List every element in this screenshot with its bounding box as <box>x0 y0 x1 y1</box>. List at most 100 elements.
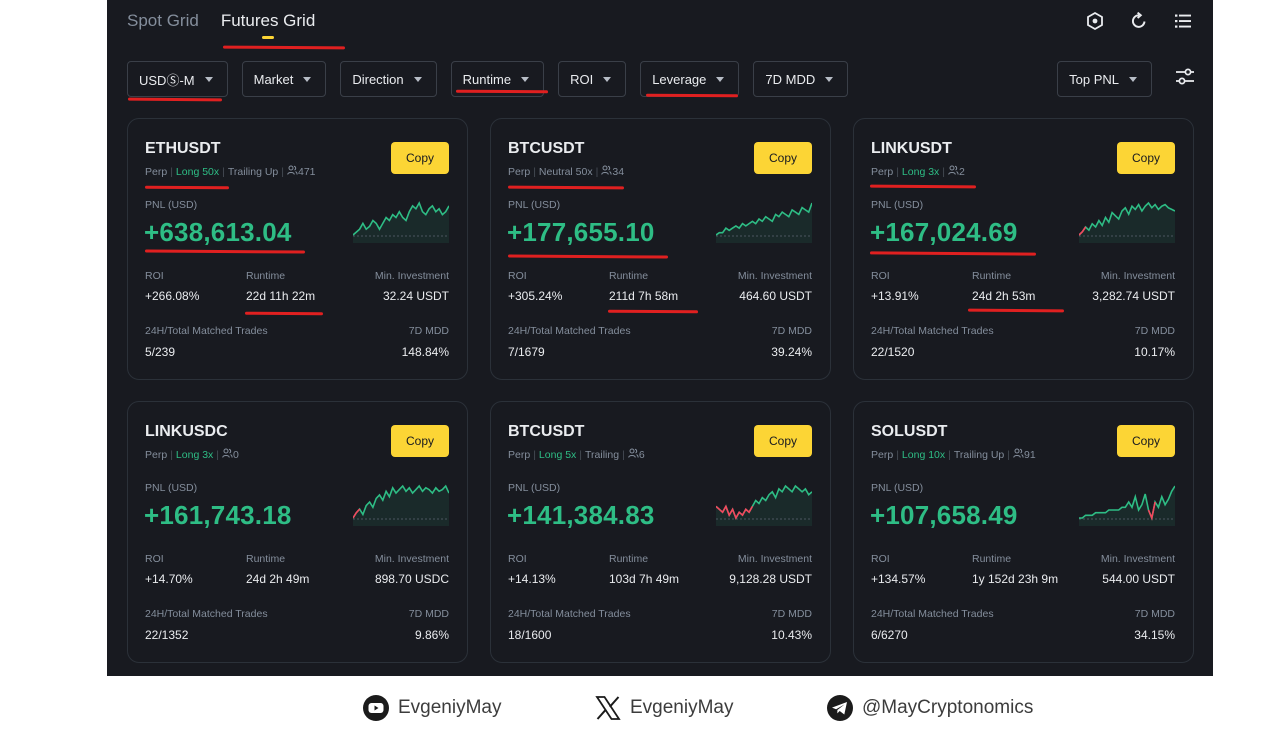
trades-value: 18/1600 <box>508 628 552 642</box>
social-handle: EvgeniyMay <box>630 697 734 718</box>
bot-card-linkusdt[interactable]: LINKUSDT Perp | Long 3x | 2 Copy PNL (USD) +167,… <box>853 118 1194 380</box>
copy-button[interactable]: Copy <box>754 425 812 457</box>
roi-value: +266.08% <box>145 289 200 303</box>
x-logo-icon <box>594 694 622 722</box>
runtime-value: 1y 152d 23h 9m <box>972 572 1059 586</box>
futures-grid-app: Spot Grid Futures Grid USDⓈ-M Market Dir… <box>107 0 1213 676</box>
chevron-down-icon <box>303 76 312 82</box>
runtime-value: 211d 7h 58m <box>609 289 679 303</box>
filter-runtime[interactable]: Runtime <box>450 61 545 97</box>
filter-direction[interactable]: Direction <box>340 61 437 97</box>
min-investment-label: Min. Investment <box>374 270 449 282</box>
tag-extra: Trailing Up <box>953 449 1005 461</box>
copy-button[interactable]: Copy <box>391 425 449 457</box>
filter-label: Leverage <box>652 71 707 87</box>
chevron-down-icon <box>603 76 612 82</box>
filter-7d-mdd[interactable]: 7D MDD <box>753 61 849 97</box>
copiers-icon <box>1013 448 1024 461</box>
social-youtube[interactable]: EvgeniyMay <box>362 694 502 722</box>
pnl-sparkline <box>1079 485 1175 526</box>
tab-spot-grid[interactable]: Spot Grid <box>127 11 199 30</box>
roi-label: ROI <box>508 553 527 565</box>
roi-label: ROI <box>145 553 164 565</box>
mdd-label: 7D MDD <box>408 608 449 620</box>
filter-margin-type[interactable]: USDⓈ-M <box>127 61 228 97</box>
social-telegram[interactable]: @MayCryptonomics <box>826 694 1033 722</box>
copy-button[interactable]: Copy <box>754 142 812 174</box>
annotation-underline <box>645 93 739 98</box>
filter-label: USDⓈ-M <box>139 72 195 88</box>
mdd-label: 7D MDD <box>771 608 812 620</box>
grid-settings-icon[interactable] <box>1083 9 1107 33</box>
telegram-icon <box>826 694 854 722</box>
list-icon[interactable] <box>1171 9 1195 33</box>
min-investment-value: 464.60 USDT <box>739 289 812 303</box>
chevron-down-icon <box>1129 76 1137 82</box>
filter-label: ROI <box>570 71 594 87</box>
chevron-down-icon <box>825 76 834 82</box>
copy-button[interactable]: Copy <box>1117 142 1175 174</box>
tag-type: Perp <box>145 449 168 461</box>
copiers-icon <box>287 165 298 178</box>
copy-button[interactable]: Copy <box>391 142 449 174</box>
card-tags: Perp | Neutral 50x | 34 <box>508 165 625 178</box>
refresh-icon[interactable] <box>1127 9 1151 33</box>
trades-label: 24H/Total Matched Trades <box>871 608 994 620</box>
runtime-label: Runtime <box>972 270 1012 282</box>
roi-label: ROI <box>871 553 890 565</box>
pnl-value: +638,613.04 <box>144 217 292 247</box>
bot-card-linkusdc[interactable]: LINKUSDC Perp | Long 3x | 0 Copy PNL (USD) +161,… <box>127 401 468 663</box>
copy-button[interactable]: Copy <box>1117 425 1175 457</box>
copiers-icon <box>222 448 233 461</box>
card-tags: Perp | Long 3x | 2 <box>871 165 965 178</box>
bot-card-btcusdt[interactable]: BTCUSDT Perp | Neutral 50x | 34 Copy PNL (USD) +… <box>490 118 831 380</box>
mdd-value: 34.15% <box>1134 628 1175 642</box>
trades-label: 24H/Total Matched Trades <box>508 325 631 337</box>
annotation-underline <box>244 311 324 316</box>
pnl-value: +141,384.83 <box>507 500 655 530</box>
bot-card-solusdt[interactable]: SOLUSDT Perp | Long 10x | Trailing Up | 91 Copy P… <box>853 401 1194 663</box>
copiers-icon <box>601 165 613 178</box>
filter-label: Direction <box>352 71 404 87</box>
pnl-value: +161,743.18 <box>144 500 292 530</box>
card-symbol: SOLUSDT <box>871 423 948 440</box>
mdd-label: 7D MDD <box>408 325 449 337</box>
bot-card-btcusdt-long[interactable]: BTCUSDT Perp | Long 5x | Trailing | 6 Copy PNL (U… <box>490 401 831 663</box>
filter-market[interactable]: Market <box>241 61 327 97</box>
trades-label: 24H/Total Matched Trades <box>145 325 268 337</box>
min-investment-label: Min. Investment <box>374 553 449 565</box>
copier-count: 471 <box>298 166 316 178</box>
filter-label: Market <box>253 71 294 87</box>
trades-value: 7/1679 <box>508 345 545 359</box>
pnl-sparkline <box>1079 201 1175 243</box>
filter-label: Runtime <box>462 71 512 87</box>
roi-value: +14.13% <box>508 572 556 586</box>
chevron-down-icon <box>521 76 530 82</box>
trades-label: 24H/Total Matched Trades <box>871 325 994 337</box>
social-x[interactable]: EvgeniyMay <box>594 694 734 722</box>
tag-direction: Neutral 50x <box>538 166 593 178</box>
bot-card-ethusdt[interactable]: ETHUSDT Perp | Long 50x | Trailing Up | 471 Copy… <box>127 118 468 380</box>
sort-label: Top PNL <box>1069 71 1119 87</box>
min-investment-value: 9,128.28 USDT <box>729 572 812 586</box>
mdd-label: 7D MDD <box>1134 608 1175 620</box>
trades-value: 22/1520 <box>871 345 915 359</box>
filter-roi[interactable]: ROI <box>558 61 627 97</box>
chevron-down-icon <box>413 76 422 82</box>
filter-leverage[interactable]: Leverage <box>640 61 740 97</box>
trades-label: 24H/Total Matched Trades <box>508 608 631 620</box>
annotation-underline <box>222 45 346 50</box>
pnl-label: PNL (USD) <box>145 199 198 211</box>
card-symbol: BTCUSDT <box>508 423 585 440</box>
sort-select[interactable]: Top PNL <box>1057 61 1152 97</box>
pnl-value: +167,024.69 <box>870 217 1018 247</box>
filter-settings-icon[interactable] <box>1174 66 1196 88</box>
tag-direction: Long 3x <box>175 449 214 461</box>
copier-count: 0 <box>233 449 239 461</box>
tab-futures-grid[interactable]: Futures Grid <box>220 11 316 39</box>
roi-label: ROI <box>145 270 164 282</box>
min-investment-value: 898.70 USDC <box>374 572 449 586</box>
runtime-value: 24d 2h 53m <box>972 289 1036 303</box>
pnl-label: PNL (USD) <box>871 482 924 494</box>
card-symbol: LINKUSDC <box>145 423 228 440</box>
